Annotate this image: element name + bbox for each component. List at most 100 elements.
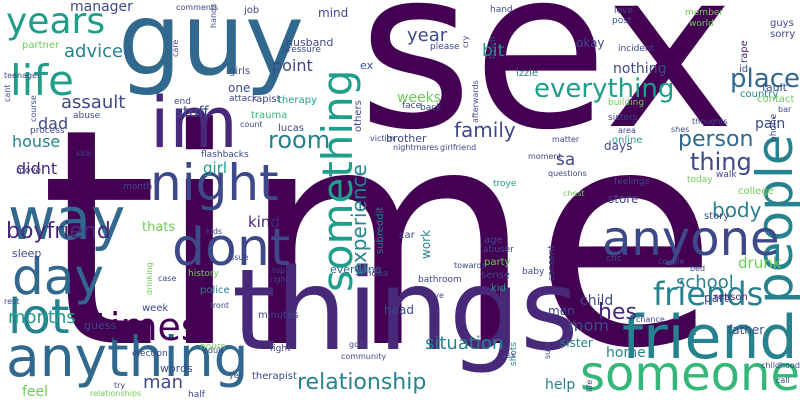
cloud-word: store bbox=[608, 192, 639, 206]
cloud-word: minutes bbox=[258, 310, 299, 321]
cloud-word: nothing bbox=[613, 61, 667, 77]
cloud-word: months bbox=[8, 307, 76, 328]
cloud-word: towards bbox=[454, 261, 486, 270]
cloud-word: lucas bbox=[278, 123, 304, 134]
cloud-word: house bbox=[12, 132, 61, 151]
cloud-word: place bbox=[730, 64, 800, 94]
cloud-word: country bbox=[740, 89, 779, 100]
cloud-word: incident bbox=[618, 44, 655, 54]
cloud-word: sure bbox=[543, 341, 552, 359]
cloud-word: hours bbox=[200, 342, 226, 352]
cloud-word: attack bbox=[229, 94, 258, 104]
cloud-word: area bbox=[618, 126, 636, 135]
cloud-word: sisters bbox=[608, 113, 638, 123]
cloud-word: didnt bbox=[16, 159, 58, 178]
cloud-word: flashbacks bbox=[201, 150, 249, 160]
cloud-word: rape bbox=[739, 40, 750, 63]
cloud-word: mom bbox=[568, 316, 609, 335]
cloud-word: fight bbox=[270, 344, 291, 354]
cloud-word: work bbox=[419, 229, 433, 259]
cloud-word: thoughts bbox=[692, 117, 728, 126]
cloud-word: try bbox=[114, 381, 126, 390]
cloud-word: part bbox=[704, 291, 729, 305]
cloud-word: rest bbox=[4, 297, 20, 306]
cloud-word: words bbox=[160, 362, 193, 375]
cloud-word: reason bbox=[714, 292, 748, 303]
cloud-word: phone bbox=[769, 113, 779, 142]
cloud-word: mind bbox=[318, 6, 349, 20]
cloud-word: contact bbox=[757, 94, 795, 105]
cloud-word: world bbox=[689, 19, 714, 29]
cloud-word: anyone bbox=[602, 211, 780, 267]
cloud-word: life bbox=[585, 379, 594, 392]
cloud-word: bathroom bbox=[418, 275, 462, 285]
cloud-word: manager bbox=[70, 0, 133, 15]
cloud-word: help bbox=[545, 377, 576, 393]
cloud-word: troye bbox=[493, 179, 517, 189]
cloud-word: home bbox=[606, 345, 646, 361]
cloud-word: cnc bbox=[606, 254, 622, 264]
cloud-word: story bbox=[704, 211, 730, 222]
cloud-word: right bbox=[270, 275, 289, 284]
cloud-word: end bbox=[174, 97, 191, 107]
cloud-word: one bbox=[228, 81, 251, 95]
cloud-word: yes bbox=[229, 371, 243, 380]
cloud-word: touch bbox=[488, 36, 497, 59]
cloud-word: thing bbox=[690, 148, 752, 176]
cloud-word: shes bbox=[671, 125, 690, 134]
cloud-word: victim bbox=[370, 134, 395, 143]
cloud-word: friend bbox=[622, 303, 798, 373]
cloud-word: idea bbox=[369, 269, 389, 279]
cloud-word: half bbox=[188, 390, 205, 400]
cloud-word: pain bbox=[755, 116, 786, 132]
cloud-word: dad bbox=[38, 114, 69, 133]
cloud-word: day bbox=[12, 248, 104, 306]
cloud-word: feel bbox=[22, 384, 49, 400]
cloud-word: top bbox=[272, 266, 286, 275]
cloud-word: relationships bbox=[90, 389, 142, 398]
cloud-word: relationship bbox=[297, 370, 427, 395]
cloud-word: history bbox=[188, 269, 219, 279]
cloud-word: drunk bbox=[738, 254, 782, 272]
cloud-word: call bbox=[776, 376, 790, 385]
cloud-word: police bbox=[200, 285, 230, 296]
cloud-word: sleep bbox=[12, 247, 42, 260]
cloud-word: process bbox=[30, 126, 65, 136]
cloud-word: time bbox=[40, 65, 718, 400]
cloud-word: thats bbox=[142, 220, 176, 235]
cloud-word: id bbox=[739, 64, 749, 75]
cloud-word: community bbox=[341, 352, 387, 361]
cloud-word: abuser bbox=[483, 245, 514, 255]
cloud-word: girl bbox=[203, 159, 228, 177]
cloud-word: sex bbox=[358, 0, 735, 178]
cloud-word: men bbox=[548, 304, 575, 318]
cloud-word: lot bbox=[8, 289, 70, 345]
cloud-word: college bbox=[738, 186, 774, 197]
cloud-word: everyone bbox=[330, 263, 382, 276]
cloud-word: chest bbox=[563, 189, 585, 198]
cloud-word: body bbox=[712, 198, 762, 222]
cloud-word: feelings bbox=[614, 177, 650, 187]
cloud-word: ass bbox=[502, 351, 516, 360]
cloud-word: advice bbox=[64, 41, 124, 62]
cloud-word: kid bbox=[491, 283, 506, 294]
cloud-word: ive bbox=[432, 291, 444, 300]
cloud-word: times bbox=[95, 305, 201, 349]
cloud-word: situation bbox=[425, 333, 504, 354]
cloud-word: guy bbox=[118, 0, 305, 98]
cloud-word: matter bbox=[552, 135, 580, 144]
cloud-word: sense bbox=[481, 270, 511, 281]
cloud-word: therapist bbox=[252, 371, 297, 382]
cloud-word: partner bbox=[22, 40, 60, 51]
cloud-word: care bbox=[171, 39, 180, 57]
cloud-word: moment bbox=[528, 152, 562, 161]
cloud-word: brother bbox=[386, 132, 427, 145]
cloud-word: okay bbox=[576, 36, 605, 50]
cloud-word: others bbox=[353, 100, 364, 132]
cloud-word: way bbox=[8, 185, 126, 253]
cloud-word: abuse bbox=[73, 111, 101, 121]
cloud-word: therapy bbox=[278, 95, 317, 106]
cloud-word: sick bbox=[76, 149, 92, 158]
cloud-word: night bbox=[150, 154, 279, 212]
cloud-word: adult bbox=[203, 346, 224, 355]
